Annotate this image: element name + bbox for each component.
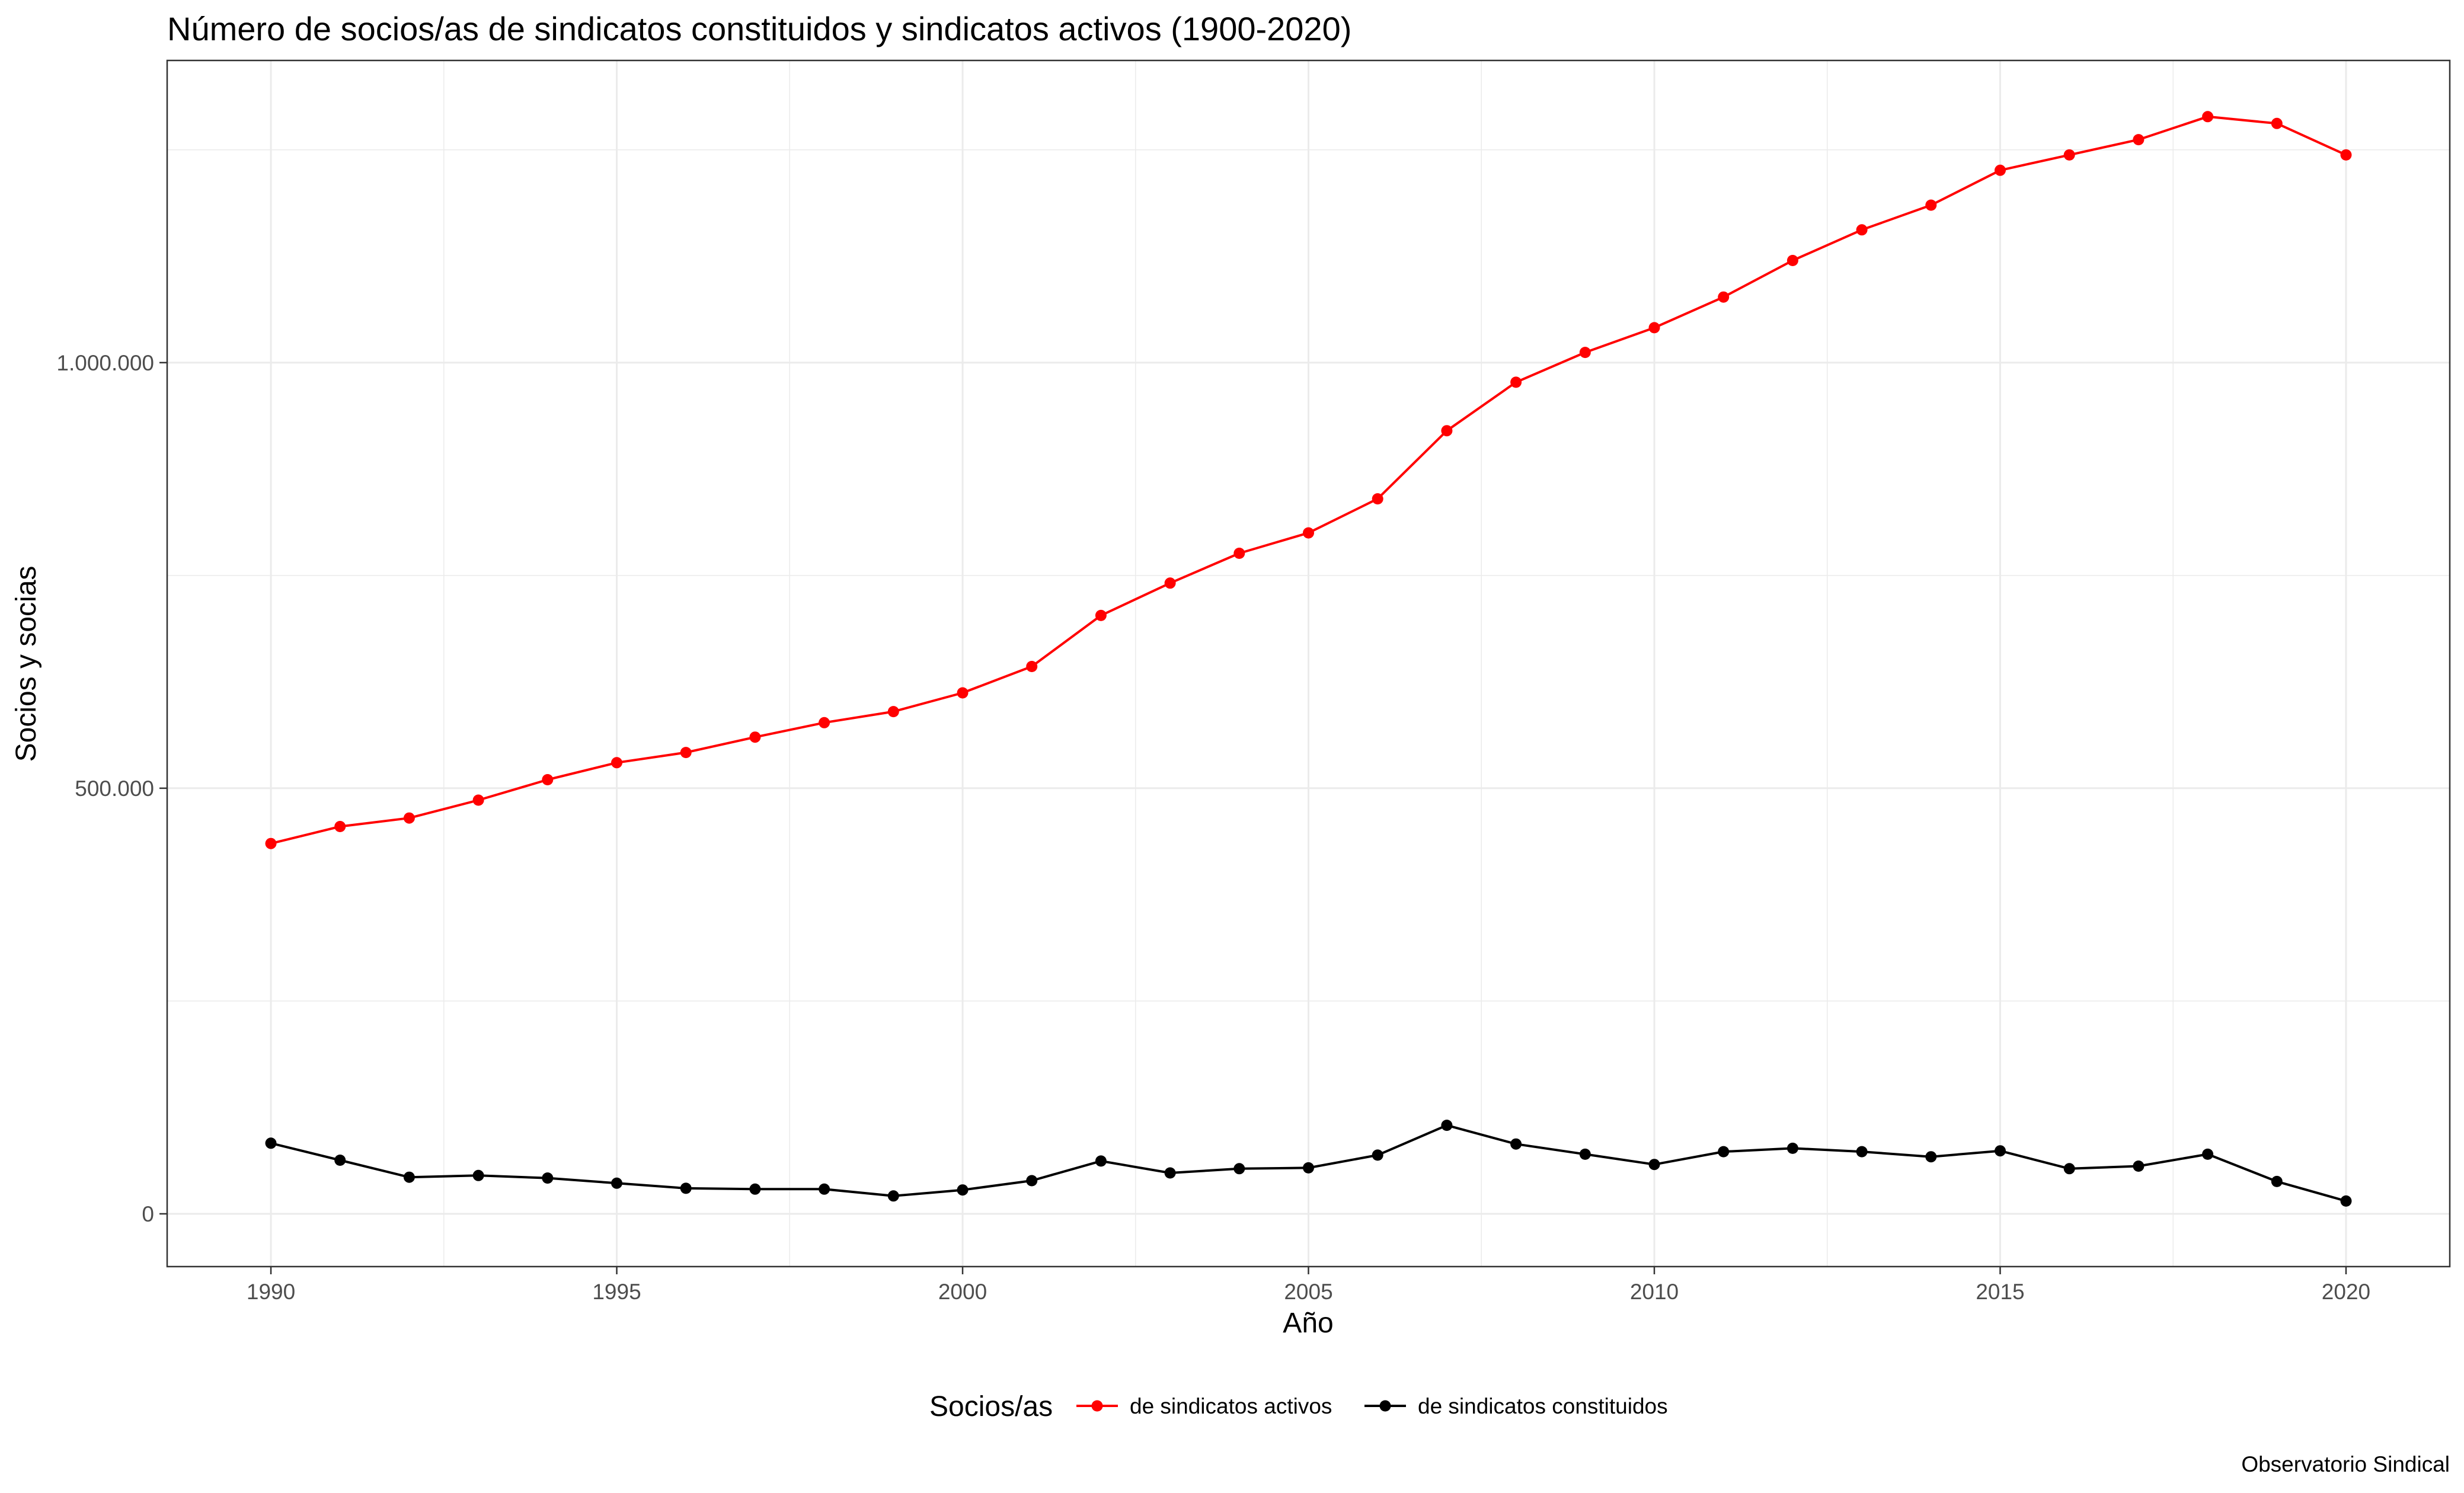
- data-point: [1165, 1168, 1176, 1179]
- data-point: [334, 1155, 346, 1166]
- data-point: [1718, 292, 1729, 303]
- data-point: [1303, 1162, 1314, 1174]
- data-point: [334, 821, 346, 832]
- data-point: [1580, 347, 1591, 358]
- data-point: [888, 706, 899, 717]
- data-point: [1372, 1149, 1383, 1160]
- data-point: [473, 1170, 484, 1181]
- data-point: [1165, 577, 1176, 589]
- x-tick-label: 1990: [247, 1280, 295, 1304]
- data-point: [1095, 610, 1107, 621]
- data-point: [1995, 1145, 2006, 1156]
- data-point: [819, 717, 830, 728]
- data-point: [1303, 527, 1314, 539]
- data-point: [2133, 134, 2144, 145]
- data-point: [1856, 224, 1868, 235]
- x-tick-label: 2010: [1630, 1280, 1679, 1304]
- data-point: [2341, 149, 2352, 161]
- x-tick-label: 1995: [592, 1280, 641, 1304]
- y-axis-title: Socios y socias: [11, 566, 42, 762]
- legend-label: de sindicatos constituidos: [1418, 1394, 1668, 1418]
- data-point: [1441, 1120, 1452, 1131]
- data-point: [1925, 1151, 1936, 1162]
- data-point: [1510, 1139, 1522, 1150]
- data-point: [957, 688, 969, 699]
- data-point: [1787, 1143, 1798, 1154]
- data-point: [749, 1184, 760, 1195]
- data-point: [1787, 255, 1798, 266]
- data-point: [2064, 149, 2075, 161]
- data-point: [1856, 1146, 1868, 1158]
- data-point: [680, 747, 692, 758]
- data-point: [1372, 493, 1383, 504]
- x-tick-label: 2005: [1284, 1280, 1332, 1304]
- chart-caption: Observatorio Sindical: [2241, 1452, 2450, 1476]
- data-point: [957, 1184, 969, 1195]
- legend-key-point: [1380, 1401, 1391, 1412]
- chart-title: Número de socios/as de sindicatos consti…: [167, 10, 1351, 47]
- data-point: [611, 757, 622, 768]
- x-tick-label: 2000: [938, 1280, 987, 1304]
- data-point: [888, 1190, 899, 1201]
- data-point: [1233, 548, 1245, 559]
- data-point: [1233, 1163, 1245, 1174]
- data-point: [1441, 425, 1452, 436]
- data-point: [819, 1184, 830, 1195]
- legend-key-point: [1092, 1401, 1103, 1412]
- data-point: [1095, 1155, 1107, 1166]
- data-point: [2341, 1195, 2352, 1207]
- data-point: [473, 795, 484, 806]
- x-tick-label: 2020: [2322, 1280, 2370, 1304]
- data-point: [1925, 200, 1936, 211]
- data-point: [2202, 1149, 2213, 1160]
- data-point: [1649, 322, 1660, 333]
- x-tick-label: 2015: [1976, 1280, 2024, 1304]
- data-point: [266, 838, 277, 849]
- data-point: [2202, 111, 2213, 122]
- data-point: [2133, 1160, 2144, 1172]
- y-tick-label: 0: [142, 1202, 154, 1226]
- legend-key: [1364, 1401, 1406, 1412]
- data-point: [1510, 376, 1522, 388]
- data-point: [1649, 1159, 1660, 1170]
- y-axis: 0 500.000 1.000.000: [56, 351, 167, 1226]
- legend-key: [1076, 1401, 1118, 1412]
- data-point: [749, 731, 760, 743]
- data-point: [1026, 661, 1037, 672]
- data-point: [542, 774, 553, 785]
- y-tick-label: 500.000: [75, 776, 154, 801]
- data-point: [1995, 165, 2006, 176]
- data-point: [2271, 118, 2283, 129]
- legend-label: de sindicatos activos: [1130, 1394, 1332, 1418]
- legend: Socios/as de sindicatos activos de sindica…: [929, 1391, 1668, 1422]
- data-point: [266, 1137, 277, 1149]
- data-point: [1718, 1146, 1729, 1158]
- data-point: [404, 1172, 415, 1183]
- data-point: [1026, 1175, 1037, 1187]
- data-point: [680, 1182, 692, 1194]
- x-axis: 1990 1995 2000 2005 2010 2015 2020: [247, 1267, 2370, 1304]
- legend-title: Socios/as: [929, 1391, 1053, 1422]
- data-point: [404, 813, 415, 824]
- data-point: [1580, 1149, 1591, 1160]
- data-point: [542, 1172, 553, 1184]
- y-tick-label: 1.000.000: [56, 351, 154, 375]
- data-point: [2271, 1176, 2283, 1187]
- data-point: [2064, 1163, 2075, 1174]
- x-axis-title: Año: [1283, 1307, 1333, 1339]
- data-point: [611, 1178, 622, 1189]
